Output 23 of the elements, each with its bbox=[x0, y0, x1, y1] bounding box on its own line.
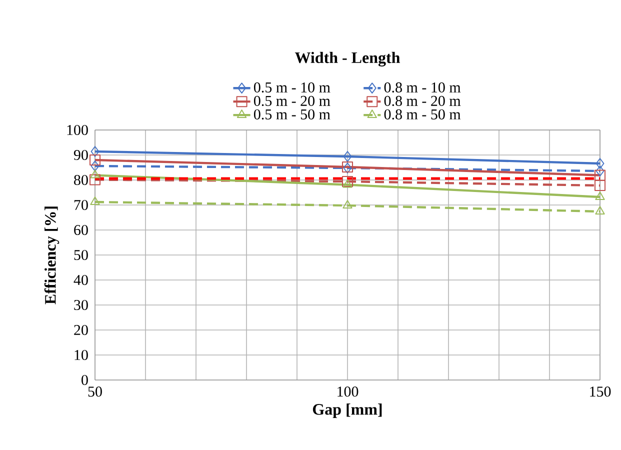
y-axis-title: Efficiency [%] bbox=[44, 206, 60, 304]
legend-label: 0.8 m - 50 m bbox=[384, 109, 461, 120]
y-tick-label: 0 bbox=[82, 374, 88, 386]
y-tick-label: 90 bbox=[74, 150, 88, 160]
y-tick-label: 20 bbox=[74, 324, 88, 336]
x-axis-title: Gap [mm] bbox=[312, 404, 382, 418]
y-tick-label: 50 bbox=[74, 250, 88, 260]
y-tick-label: 100 bbox=[67, 124, 88, 136]
y-tick-label: 80 bbox=[74, 174, 88, 186]
y-tick-label: 40 bbox=[74, 274, 88, 286]
legend-label: 0.5 m - 50 m bbox=[254, 109, 330, 120]
y-tick-label: 60 bbox=[74, 224, 88, 236]
legend-label: 0.5 m - 20 m bbox=[254, 96, 330, 106]
legend-label: 0.5 m - 10 m bbox=[254, 82, 330, 93]
legend-label: 0.8 m - 10 m bbox=[384, 82, 461, 93]
x-tick-label: 150 bbox=[590, 386, 611, 397]
x-tick-label: 50 bbox=[88, 386, 102, 397]
legend-title: Width - Length bbox=[294, 52, 400, 66]
legend-label: 0.8 m - 20 m bbox=[384, 96, 461, 106]
y-tick-label: 30 bbox=[74, 300, 88, 310]
y-tick-label: 70 bbox=[74, 200, 88, 210]
y-tick-label: 10 bbox=[74, 350, 88, 360]
x-tick-label: 100 bbox=[338, 386, 358, 397]
